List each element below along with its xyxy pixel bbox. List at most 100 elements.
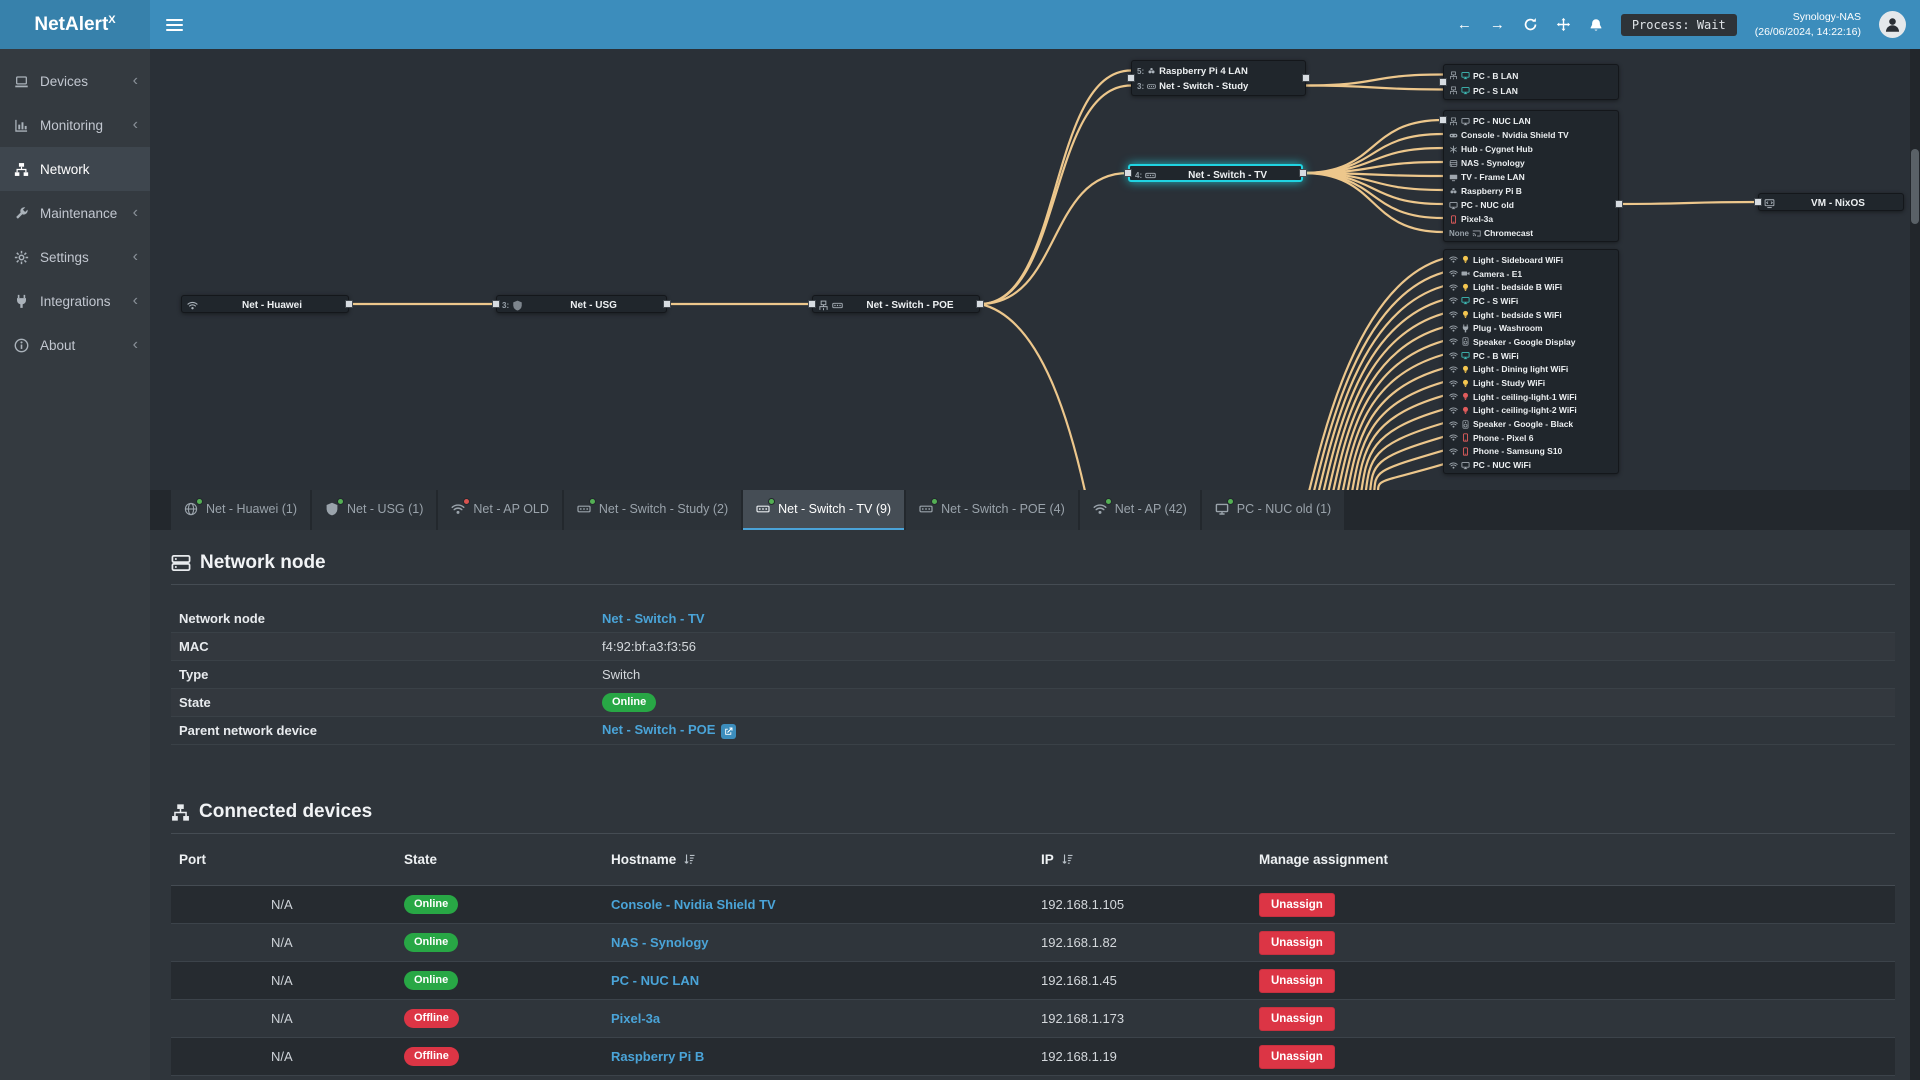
- node-g3[interactable]: Light - Sideboard WiFi Camera - E1 Light -…: [1443, 249, 1619, 475]
- tab-net-switch-tv-9[interactable]: Net - Switch - TV (9): [743, 490, 905, 530]
- device-row-phone-pixel-6[interactable]: Phone - Pixel 6: [1444, 431, 1618, 445]
- node-g2[interactable]: PC - NUC LAN Console - Nvidia Shield TV Hu…: [1443, 110, 1619, 242]
- device-row-pc-nuc-old[interactable]: PC - NUC old: [1444, 198, 1618, 212]
- unassign-button[interactable]: Unassign: [1259, 1044, 1335, 1069]
- open-parent-node-icon[interactable]: [721, 724, 737, 739]
- row-prefix: 3:: [502, 300, 510, 310]
- node-vm[interactable]: VM - NixOS: [1758, 193, 1904, 211]
- net-switch-tv-link[interactable]: Net - Switch - TV: [602, 611, 705, 626]
- column-manage: Manage assignment: [1259, 852, 1389, 867]
- device-row-net-switch-tv[interactable]: 4: Net - Switch - TV: [1130, 166, 1301, 184]
- unassign-button[interactable]: Unassign: [1259, 930, 1335, 955]
- device-row-light-sideboard-wifi[interactable]: Light - Sideboard WiFi: [1444, 253, 1618, 267]
- device-row-camera-e1[interactable]: Camera - E1: [1444, 267, 1618, 281]
- tab-label: Net - AP (42): [1114, 502, 1187, 516]
- device-row-hub-cygnet-hub[interactable]: Hub - Cygnet Hub: [1444, 142, 1618, 156]
- unassign-button[interactable]: Unassign: [1259, 968, 1335, 993]
- device-row-net-switch-study[interactable]: 3: Net - Switch - Study: [1132, 79, 1305, 94]
- device-row-raspberry-pi-4-lan[interactable]: 5: Raspberry Pi 4 LAN: [1132, 64, 1305, 79]
- device-row-raspberry-pi-b[interactable]: Raspberry Pi B: [1444, 184, 1618, 198]
- device-row-net-huawei[interactable]: Net - Huawei: [182, 296, 348, 314]
- detail-value: Switch: [602, 667, 641, 682]
- device-row-pc-b-lan[interactable]: PC - B LAN: [1444, 68, 1618, 83]
- tab-net-switch-study-2[interactable]: Net - Switch - Study (2): [563, 490, 742, 530]
- device-row-vm-nixos[interactable]: VM - NixOS: [1759, 194, 1903, 212]
- status-dot: [1104, 498, 1112, 505]
- topology-edge: [978, 69, 1133, 306]
- unassign-button[interactable]: Unassign: [1259, 892, 1335, 917]
- connected-devices-table: N/A Online Console - Nvidia Shield TV 192.1…: [171, 886, 1895, 1076]
- refresh-icon[interactable]: [1523, 17, 1538, 32]
- tab-net-ap-42[interactable]: Net - AP (42): [1079, 490, 1200, 530]
- detail-label: Parent network device: [179, 723, 317, 738]
- network-topology-diagram[interactable]: Net - Huawei 3: Net - USG Net - Switch - PO…: [150, 49, 1920, 490]
- device-row-light-study-wifi[interactable]: Light - Study WiFi: [1444, 376, 1618, 390]
- device-row-net-switch-poe[interactable]: Net - Switch - POE: [813, 296, 979, 314]
- sidebar-item-network[interactable]: Network: [0, 147, 150, 191]
- sidebar-item-devices[interactable]: Devices ‹: [0, 59, 150, 103]
- pan-move-icon[interactable]: [1556, 17, 1571, 32]
- back-arrow-icon[interactable]: ←: [1456, 16, 1472, 33]
- device-row-light-ceiling-light-2-wifi[interactable]: Light - ceiling-light-2 WiFi: [1444, 404, 1618, 418]
- sidebar-item-maintenance[interactable]: Maintenance ‹: [0, 191, 150, 235]
- user-avatar[interactable]: [1879, 11, 1906, 38]
- device-row-phone-samsung-s10[interactable]: Phone - Samsung S10: [1444, 445, 1618, 459]
- device-row-pc-s-wifi[interactable]: PC - S WiFi: [1444, 294, 1618, 308]
- node-tv[interactable]: 4: Net - Switch - TV: [1128, 164, 1303, 182]
- node-huawei[interactable]: Net - Huawei: [181, 295, 349, 313]
- device-row-light-ceiling-light-1-wifi[interactable]: Light - ceiling-light-1 WiFi: [1444, 390, 1618, 404]
- device-label: Speaker - Google - Black: [1473, 419, 1574, 430]
- device-row-light-bedside-s-wifi[interactable]: Light - bedside S WiFi: [1444, 308, 1618, 322]
- eth-icon: [1449, 117, 1458, 126]
- device-row-chromecast[interactable]: None Chromecast: [1444, 226, 1618, 240]
- node-usg[interactable]: 3: Net - USG: [496, 295, 667, 313]
- topology-edge: [1308, 257, 1445, 490]
- app-logo[interactable]: NetAlert X: [0, 0, 150, 49]
- sort-hostname-icon[interactable]: [683, 853, 696, 866]
- notifications-bell-icon[interactable]: [1589, 18, 1603, 32]
- endpoint: [663, 300, 671, 308]
- forward-arrow-icon[interactable]: →: [1489, 16, 1505, 33]
- top-navbar: NetAlert X ← → Process: Wait Synology-NAS…: [0, 0, 1920, 49]
- device-row-plug-washroom[interactable]: Plug - Washroom: [1444, 321, 1618, 335]
- device-row-pc-nuc-wifi[interactable]: PC - NUC WiFi: [1444, 458, 1618, 472]
- tab-pc-nuc-old-1[interactable]: PC - NUC old (1): [1201, 490, 1345, 530]
- sidebar-item-settings[interactable]: Settings ‹: [0, 235, 150, 279]
- device-row-net-usg[interactable]: 3: Net - USG: [497, 296, 666, 314]
- device-row-tv-frame-lan[interactable]: TV - Frame LAN: [1444, 170, 1618, 184]
- device-row-pixel-3a[interactable]: Pixel-3a: [1444, 212, 1618, 226]
- device-row-speaker-google-display[interactable]: Speaker - Google Display: [1444, 335, 1618, 349]
- tab-net-switch-poe-4[interactable]: Net - Switch - POE (4): [906, 490, 1078, 530]
- device-row-console-nvidia-shield-tv[interactable]: Console - Nvidia Shield TV: [1444, 128, 1618, 142]
- node-combo[interactable]: 5: Raspberry Pi 4 LAN 3: Net - Switch - Stu…: [1131, 60, 1306, 96]
- tab-net-ap-old[interactable]: Net - AP OLD: [438, 490, 562, 530]
- hostname-link-console-nvidia-shield-tv[interactable]: Console - Nvidia Shield TV: [611, 897, 776, 912]
- node-poe[interactable]: Net - Switch - POE: [812, 295, 980, 313]
- device-row-light-bedside-b-wifi[interactable]: Light - bedside B WiFi: [1444, 280, 1618, 294]
- device-row-speaker-google-black[interactable]: Speaker - Google - Black: [1444, 417, 1618, 431]
- hostname-link-raspberry-pi-b[interactable]: Raspberry Pi B: [611, 1049, 705, 1064]
- tab-net-huawei-1[interactable]: Net - Huawei (1): [171, 490, 310, 530]
- sidebar-toggle-button[interactable]: [150, 0, 198, 49]
- page-scrollbar[interactable]: [1910, 49, 1920, 1080]
- endpoint: [1127, 74, 1135, 82]
- device-row-pc-s-lan[interactable]: PC - S LAN: [1444, 83, 1618, 98]
- scrollbar-thumb[interactable]: [1911, 149, 1919, 224]
- device-row-light-dining-light-wifi[interactable]: Light - Dining light WiFi: [1444, 363, 1618, 377]
- node-g1[interactable]: PC - B LAN PC - S LAN: [1443, 64, 1619, 100]
- device-row-pc-nuc-lan[interactable]: PC - NUC LAN: [1444, 114, 1618, 128]
- device-label: Light - bedside S WiFi: [1473, 309, 1562, 320]
- net-switch-poe-link[interactable]: Net - Switch - POE: [602, 722, 716, 737]
- sidebar-item-integrations[interactable]: Integrations ‹: [0, 279, 150, 323]
- hostname-link-pc-nuc-lan[interactable]: PC - NUC LAN: [611, 973, 700, 988]
- device-row-pc-b-wifi[interactable]: PC - B WiFi: [1444, 349, 1618, 363]
- device-row-nas-synology[interactable]: NAS - Synology: [1444, 156, 1618, 170]
- sort-ip-icon[interactable]: [1061, 853, 1074, 866]
- endpoint: [1299, 169, 1307, 177]
- tab-net-usg-1[interactable]: Net - USG (1): [312, 490, 437, 530]
- sidebar-item-monitoring[interactable]: Monitoring ‹: [0, 103, 150, 147]
- unassign-button[interactable]: Unassign: [1259, 1006, 1335, 1031]
- hostname-link-pixel-3a[interactable]: Pixel-3a: [611, 1011, 661, 1026]
- hostname-link-nas-synology[interactable]: NAS - Synology: [611, 935, 709, 950]
- sidebar-item-about[interactable]: About ‹: [0, 323, 150, 367]
